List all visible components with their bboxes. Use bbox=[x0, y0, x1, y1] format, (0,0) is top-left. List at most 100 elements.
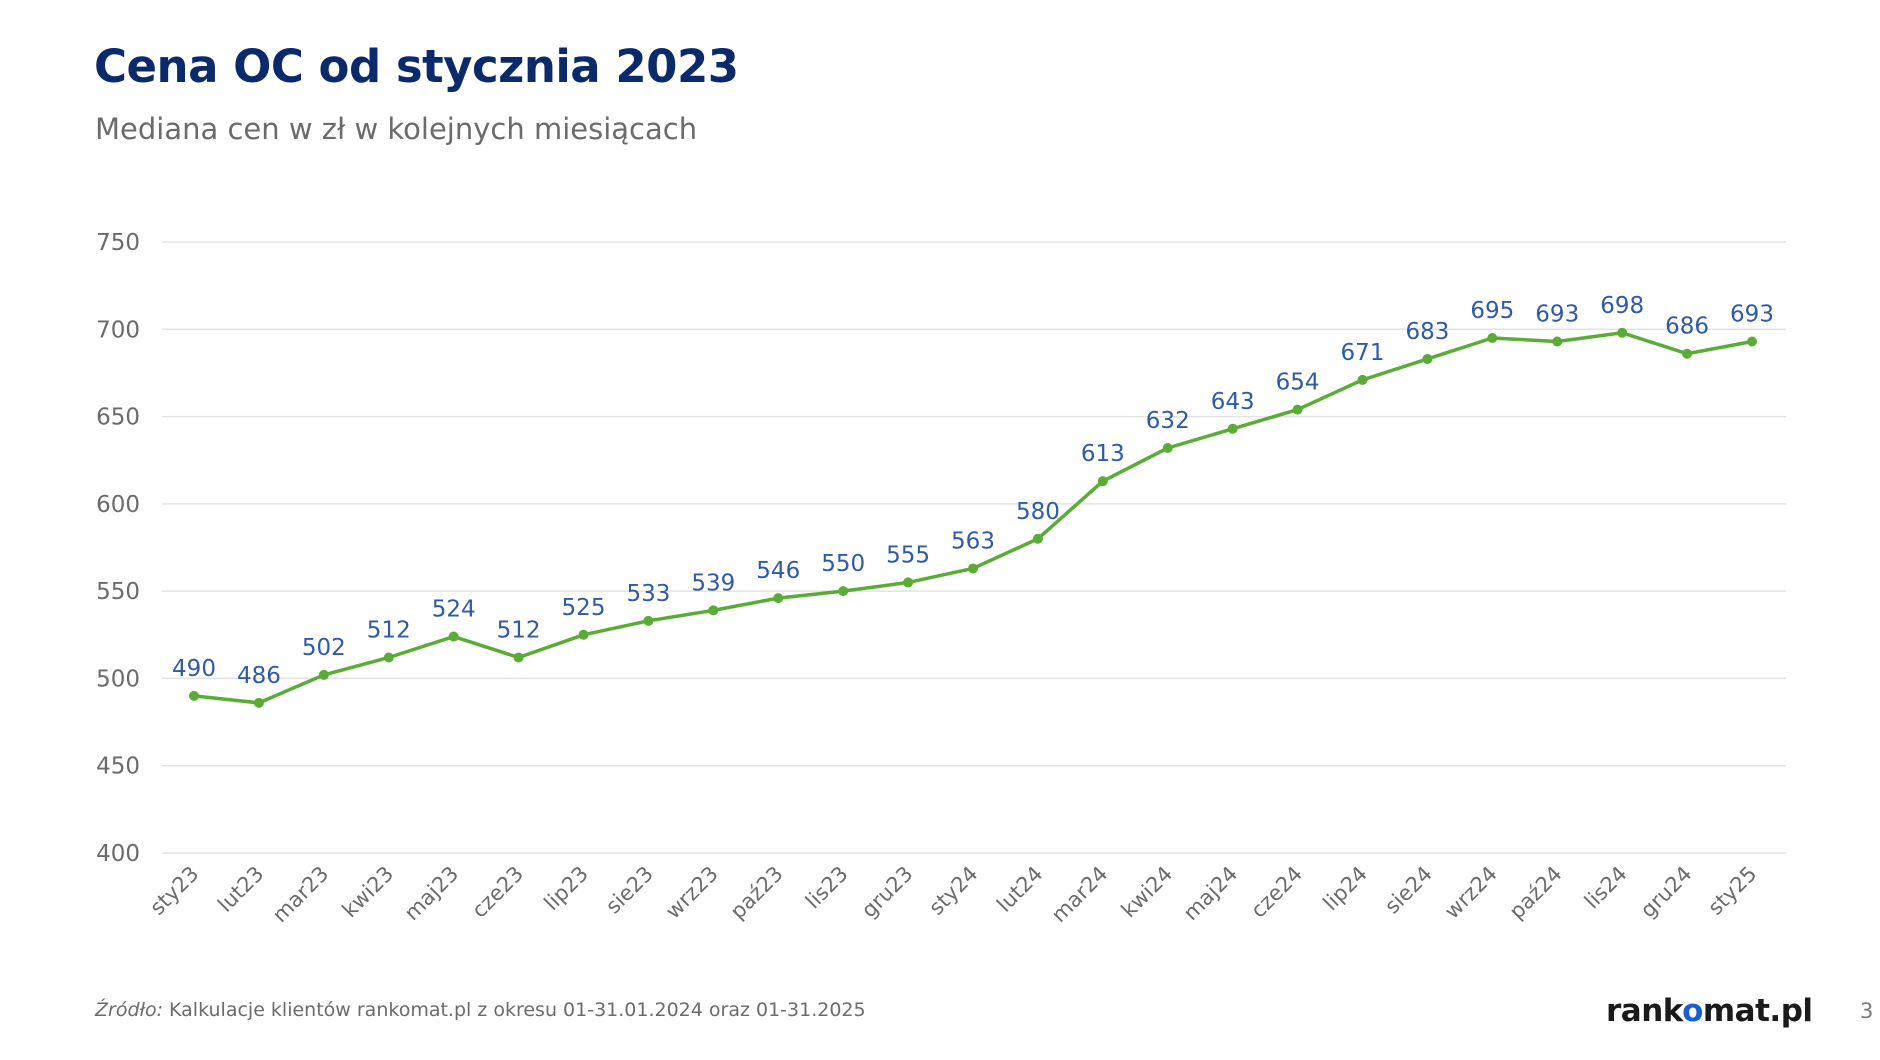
x-tick-label: lis24 bbox=[1580, 862, 1632, 914]
brand-text-part2: mat.pl bbox=[1702, 993, 1813, 1029]
y-tick-label: 700 bbox=[96, 317, 140, 343]
data-label: 683 bbox=[1405, 319, 1449, 345]
data-point bbox=[1682, 348, 1693, 359]
y-tick-label: 600 bbox=[96, 492, 140, 518]
data-label: 524 bbox=[432, 597, 476, 623]
data-point bbox=[1097, 476, 1108, 487]
data-label: 654 bbox=[1276, 370, 1320, 396]
data-point bbox=[838, 586, 849, 597]
series-points bbox=[189, 327, 1757, 708]
x-tick-label: gru24 bbox=[1636, 862, 1697, 923]
data-label: 613 bbox=[1081, 441, 1125, 467]
x-tick-label: maj23 bbox=[400, 862, 464, 926]
x-tick-label: mar24 bbox=[1047, 862, 1113, 928]
page-number: 3 bbox=[1860, 999, 1874, 1023]
x-tick-label: cze24 bbox=[1246, 862, 1307, 923]
data-point bbox=[1032, 533, 1043, 544]
data-point bbox=[1292, 404, 1303, 415]
x-tick-label: sty25 bbox=[1703, 862, 1761, 920]
data-point bbox=[903, 577, 914, 588]
x-tick-label: wrz24 bbox=[1440, 862, 1502, 924]
data-label: 686 bbox=[1665, 314, 1709, 340]
y-tick-label: 550 bbox=[96, 579, 140, 605]
data-point bbox=[1162, 442, 1173, 453]
series-line-layer bbox=[193, 331, 1753, 705]
data-point bbox=[253, 697, 264, 708]
x-axis-ticks: sty23 lut23 mar23 kwi23 maj23 cze23 lip23 sie23… bbox=[145, 862, 1761, 928]
data-label: 580 bbox=[1016, 499, 1060, 525]
x-tick-label: sie23 bbox=[601, 862, 658, 919]
x-tick-label: gru23 bbox=[857, 862, 918, 923]
x-tick-label: wrz23 bbox=[661, 862, 723, 924]
brand-logo: rankomat.pl bbox=[1606, 993, 1813, 1029]
data-label: 695 bbox=[1470, 298, 1514, 324]
data-label: 698 bbox=[1600, 293, 1644, 319]
data-label: 643 bbox=[1211, 389, 1255, 415]
data-point bbox=[643, 615, 654, 626]
data-point bbox=[708, 605, 719, 616]
x-tick-label: kwi24 bbox=[1117, 862, 1178, 923]
data-labels: 490 486 502 512 524 512 525 533 539 546 550 555 563 5… bbox=[172, 293, 1774, 689]
data-point bbox=[1617, 327, 1628, 338]
y-axis-ticks: 750 700 650 600 550 500 450 400 bbox=[96, 230, 140, 867]
data-label: 671 bbox=[1341, 340, 1385, 366]
data-point bbox=[189, 690, 199, 701]
data-point bbox=[968, 563, 978, 574]
series-line bbox=[193, 331, 1753, 705]
data-label: 502 bbox=[302, 635, 346, 661]
data-label: 490 bbox=[172, 656, 216, 682]
data-point bbox=[1552, 336, 1563, 347]
data-point bbox=[448, 631, 459, 642]
x-tick-label: lut24 bbox=[992, 862, 1047, 917]
data-point bbox=[1747, 336, 1757, 347]
data-label: 550 bbox=[821, 551, 865, 577]
brand-text-part1: rank bbox=[1606, 993, 1683, 1029]
x-tick-label: paź23 bbox=[726, 862, 788, 924]
x-tick-label: paź24 bbox=[1505, 862, 1567, 924]
data-point bbox=[1422, 353, 1433, 364]
data-label: 555 bbox=[886, 542, 930, 568]
chart-subtitle: Mediana cen w zł w kolejnych miesiącach bbox=[95, 112, 698, 146]
x-tick-label: cze23 bbox=[467, 862, 528, 923]
gridlines bbox=[162, 241, 1786, 854]
data-point bbox=[1357, 374, 1368, 385]
data-label: 512 bbox=[497, 617, 541, 643]
data-label: 546 bbox=[756, 558, 800, 584]
data-label: 525 bbox=[562, 595, 606, 621]
x-tick-label: kwi23 bbox=[338, 862, 399, 923]
y-tick-label: 650 bbox=[96, 405, 140, 431]
source-text: Kalkulacje klientów rankomat.pl z okresu… bbox=[163, 999, 866, 1021]
data-point bbox=[578, 629, 589, 640]
x-tick-label: sty24 bbox=[924, 862, 982, 920]
source-label: Źródło: bbox=[95, 999, 163, 1021]
data-label: 512 bbox=[367, 617, 411, 643]
data-point bbox=[383, 652, 394, 663]
x-tick-label: lis23 bbox=[801, 862, 853, 914]
data-label: 693 bbox=[1535, 302, 1579, 328]
data-label: 533 bbox=[626, 581, 670, 607]
y-tick-label: 750 bbox=[96, 230, 140, 256]
brand-o-mark: o bbox=[1682, 993, 1703, 1029]
data-point bbox=[513, 652, 524, 663]
data-point bbox=[318, 669, 329, 680]
x-tick-label: mar23 bbox=[268, 862, 334, 928]
x-tick-label: sie24 bbox=[1380, 862, 1437, 919]
data-point bbox=[1487, 333, 1498, 344]
data-label: 486 bbox=[237, 663, 281, 689]
y-tick-label: 400 bbox=[96, 841, 140, 867]
y-tick-label: 450 bbox=[96, 754, 140, 780]
x-tick-label: lut23 bbox=[213, 862, 268, 917]
data-point bbox=[773, 593, 784, 604]
source-note: Źródło: Kalkulacje klientów rankomat.pl … bbox=[95, 999, 866, 1021]
data-label: 539 bbox=[691, 570, 735, 596]
x-tick-label: lip23 bbox=[539, 862, 593, 916]
x-tick-label: lip24 bbox=[1318, 862, 1372, 916]
x-tick-label: maj24 bbox=[1179, 862, 1243, 926]
y-tick-label: 500 bbox=[96, 666, 140, 692]
chart-title: Cena OC od stycznia 2023 bbox=[94, 40, 739, 93]
data-label: 693 bbox=[1730, 302, 1774, 328]
data-label: 563 bbox=[951, 528, 995, 554]
x-tick-label: sty23 bbox=[145, 862, 203, 920]
data-label: 632 bbox=[1146, 408, 1190, 434]
